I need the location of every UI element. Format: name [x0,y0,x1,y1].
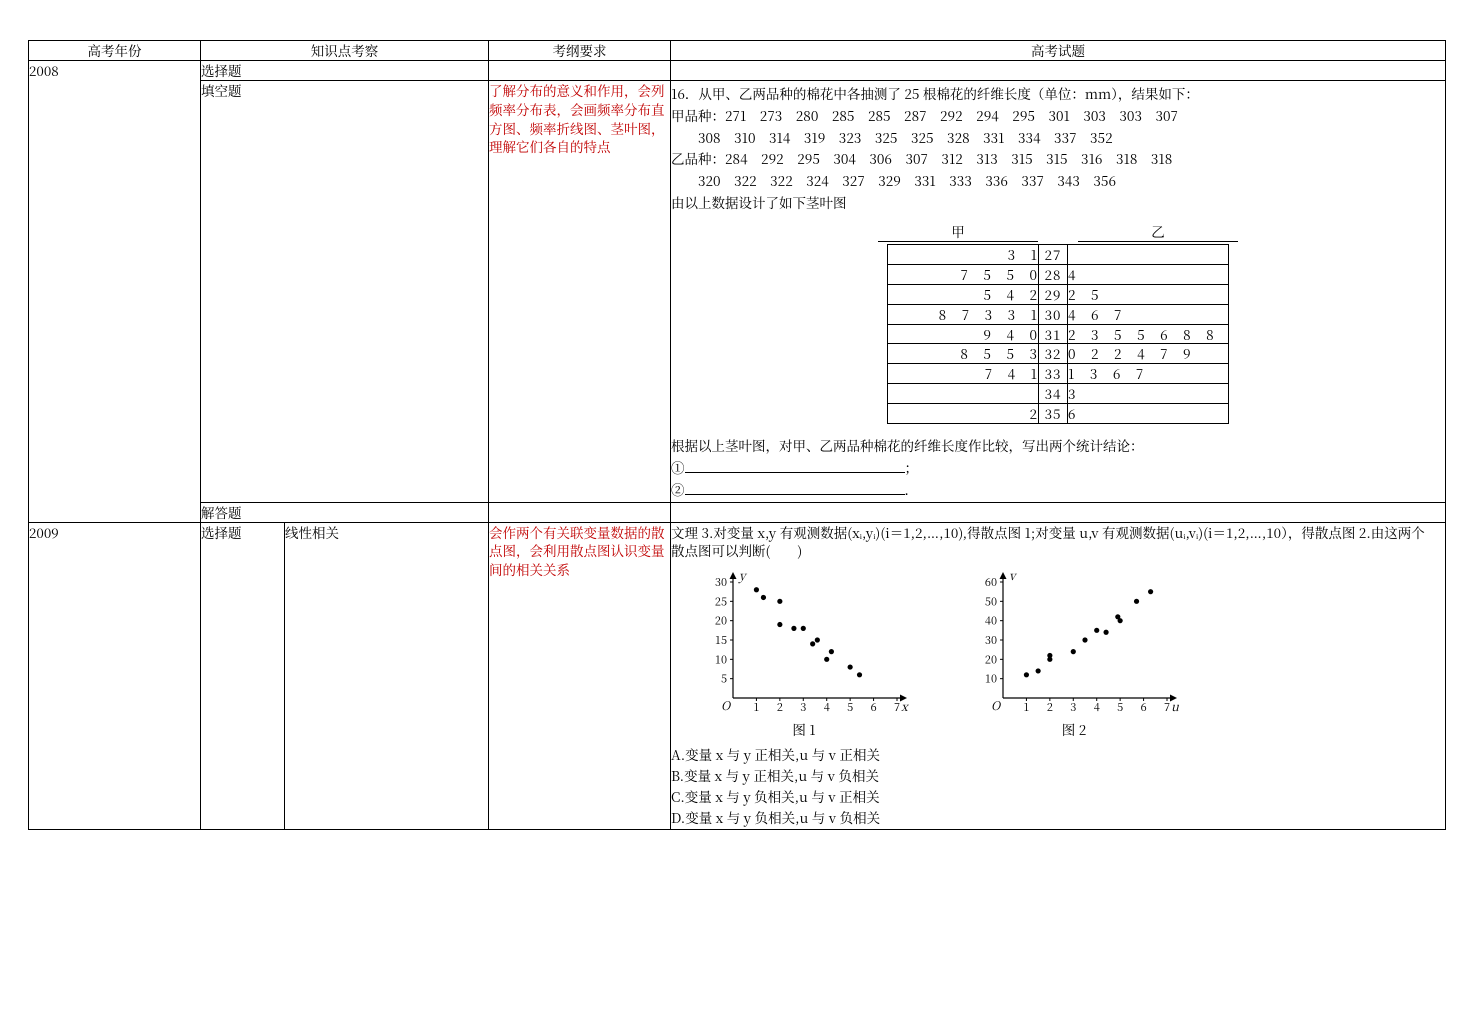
svg-text:7: 7 [1164,699,1170,715]
svg-text:6: 6 [871,699,877,715]
svg-text:1: 1 [753,699,759,715]
stemleaf-head-left: 甲 [878,222,1038,242]
q16-yi: 乙品种： [671,148,725,168]
svg-text:v: v [1009,568,1018,584]
option-b[interactable]: B.变量 x 与 y 正相关,u 与 v 负相关 [671,766,1445,785]
option-d[interactable]: D.变量 x 与 y 负相关,u 与 v 负相关 [671,808,1445,827]
th-year: 高考年份 [29,41,201,61]
svg-text:20: 20 [985,652,997,668]
type-fill-2008: 填空题 [201,80,489,502]
type-select-2009: 选择题 [201,522,285,829]
svg-text:15: 15 [715,632,727,648]
type-answer-2008: 解答题 [201,502,489,522]
main-table: 高考年份 知识点考察 考纲要求 高考试题 2008 选择题 填空题 了解分布的意… [28,40,1446,830]
topic-linear: 线性相关 [285,522,489,829]
svg-text:5: 5 [1117,699,1123,715]
q16-conclusion: 根据以上茎叶图，对甲、乙两品种棉花的纤维长度作比较，写出两个统计结论： [671,435,1144,455]
svg-text:O: O [991,697,1002,714]
trial-2009: 文理 3.对变量 x,y 有观测数据(xᵢ,yᵢ)(i＝1,2,…,10),得散… [671,522,1446,829]
stemleaf-head-right: 乙 [1078,222,1238,242]
svg-text:3: 3 [1070,699,1076,715]
year-2009: 2009 [29,522,201,829]
scatter-figures: O1234567x51015202530y 图 1 O1234567u10203… [699,568,1445,739]
svg-text:60: 60 [985,574,997,590]
svg-text:2: 2 [1047,699,1053,715]
svg-text:u: u [1171,698,1179,715]
svg-text:x: x [901,698,909,715]
svg-text:20: 20 [715,613,727,629]
stem-leaf-plot: 甲 乙 3 1277 5 5 02845 4 2292 58 7 3 3 130… [878,222,1238,424]
svg-text:10: 10 [985,671,997,687]
svg-text:4: 4 [824,699,830,715]
req-2008-select [489,60,671,80]
blank-1[interactable] [685,458,905,473]
scatter-plot-1: O 1 2 3 4 5 6 7x 5 10 15 20 25 30 y [699,568,909,718]
trial-2008-answer [671,502,1446,522]
svg-text:7: 7 [894,699,900,715]
option-a[interactable]: A.变量 x 与 y 正相关,u 与 v 正相关 [671,745,1445,764]
svg-text:1: 1 [1023,699,1029,715]
svg-text:40: 40 [985,613,997,629]
fig1-label: 图 1 [792,720,815,739]
req-2009: 会作两个有关联变量数据的散点图，会利用散点图认识变量间的相关关系 [489,522,671,829]
trial-2008-fill: 16．从甲、乙两品种的棉花中各抽测了 25 根棉花的纤维长度（单位：mm），结果… [671,80,1446,502]
q16-jia: 甲品种： [671,105,725,125]
svg-text:3: 3 [800,699,806,715]
th-req: 考纲要求 [489,41,671,61]
req-2008-answer [489,502,671,522]
scatter-plot-2: O 1 2 3 4 5 6 7u 10 20 30 40 50 60 v [969,568,1179,718]
th-trial: 高考试题 [671,41,1446,61]
year-2008: 2008 [29,60,201,522]
type-select-2008: 选择题 [201,60,489,80]
svg-text:O: O [721,697,732,714]
svg-text:5: 5 [847,699,853,715]
blank-2[interactable] [685,480,905,495]
fig2-label: 图 2 [1062,720,1087,739]
svg-text:y: y [738,568,748,584]
svg-text:25: 25 [715,594,727,610]
trial-2008-select [671,60,1446,80]
q2009-stem: 文理 3.对变量 x,y 有观测数据(xᵢ,yᵢ)(i＝1,2,…,10),得散… [671,522,1425,561]
option-c[interactable]: C.变量 x 与 y 负相关,u 与 v 正相关 [671,787,1445,806]
svg-text:4: 4 [1094,699,1100,715]
svg-text:30: 30 [985,632,997,648]
th-topic: 知识点考察 [201,41,489,61]
svg-text:10: 10 [715,652,727,668]
svg-text:50: 50 [985,594,997,610]
svg-text:30: 30 [715,574,727,590]
svg-text:5: 5 [721,671,727,687]
svg-text:2: 2 [777,699,783,715]
svg-text:6: 6 [1141,699,1147,715]
req-2008-fill: 了解分布的意义和作用，会列频率分布表，会画频率分布直方图、频率折线图、茎叶图，理… [489,80,671,502]
q16-line1: 16．从甲、乙两品种的棉花中各抽测了 25 根棉花的纤维长度（单位：mm），结果… [671,83,1199,103]
